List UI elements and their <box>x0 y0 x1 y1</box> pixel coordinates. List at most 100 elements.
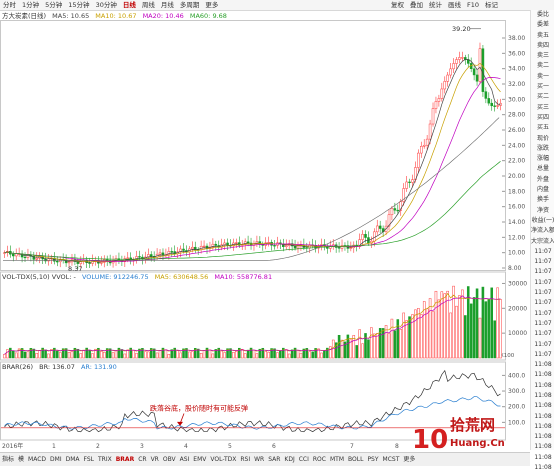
indicator-tab-14[interactable]: RSI <box>240 456 251 463</box>
sidebar-item-28[interactable]: 11:07 <box>534 299 552 307</box>
period-tab-9[interactable]: 更多 <box>205 1 219 9</box>
period-tab-4[interactable]: 30分钟 <box>95 1 117 9</box>
indicator-tab-4[interactable]: DMA <box>65 456 80 463</box>
chart-area[interactable]: 38.0036.0034.0032.0030.0028.0026.0024.00… <box>0 20 530 452</box>
indicator-tab-22[interactable]: PSY <box>367 456 379 463</box>
indicator-tab-17[interactable]: KDJ <box>284 456 295 463</box>
indicator-tab-18[interactable]: CCI <box>298 456 309 463</box>
indicator-tab-3[interactable]: DMI <box>50 456 62 463</box>
indicator-tab-8[interactable]: CR <box>138 456 147 463</box>
volume-bar <box>284 349 288 359</box>
sidebar-item-3[interactable]: 卖四 <box>536 41 549 49</box>
toolbar-button-0[interactable]: 复权 <box>391 1 404 9</box>
sidebar-item-10[interactable]: 买四 <box>536 113 549 121</box>
period-tab-8[interactable]: 多周期 <box>179 1 200 9</box>
sidebar-item-5[interactable]: 卖二 <box>536 62 549 70</box>
volume-bar <box>461 289 464 359</box>
sidebar-item-37[interactable]: 11:08 <box>534 391 552 399</box>
sidebar-item-12[interactable]: 现价 <box>536 134 549 142</box>
toolbar-button-5[interactable]: 标记 <box>485 1 499 9</box>
sidebar-item-22[interactable]: 大宗流入 <box>531 237 554 245</box>
indicator-tab-9[interactable]: VR <box>150 456 159 463</box>
sidebar-item-25[interactable]: 11:07 <box>534 268 552 276</box>
sidebar-item-9[interactable]: 买三 <box>536 103 549 111</box>
volume-bar <box>422 301 426 359</box>
ma60-line <box>4 161 501 260</box>
indicator-tab-6[interactable]: TRIX <box>98 456 112 463</box>
candle-body <box>387 214 391 227</box>
sidebar-item-18[interactable]: 换手 <box>536 196 549 204</box>
sidebar-item-17[interactable]: 内盘 <box>536 186 549 194</box>
sidebar-item-30[interactable]: 11:07 <box>534 319 552 327</box>
sidebar-item-11[interactable]: 买五 <box>536 124 549 132</box>
indicator-tab-13[interactable]: VOL-TDX <box>210 456 237 463</box>
sidebar-item-20[interactable]: 收益(一) <box>531 216 554 224</box>
indicator-tab-20[interactable]: MTM <box>329 456 345 463</box>
indicator-tab-2[interactable]: MACD <box>28 456 47 463</box>
period-tab-0[interactable]: 分时 <box>3 1 16 9</box>
sidebar-item-23[interactable]: 11:07 <box>534 247 552 255</box>
indicator-tab-0[interactable]: 指标 <box>2 456 15 463</box>
indicator-tab-15[interactable]: WR <box>254 456 265 463</box>
period-tab-3[interactable]: 15分钟 <box>68 1 90 9</box>
toolbar-button-4[interactable]: F10 <box>467 1 480 9</box>
sidebar-item-34[interactable]: 11:08 <box>534 361 552 369</box>
sidebar-item-1[interactable]: 委差 <box>536 21 549 29</box>
indicator-tab-21[interactable]: BOLL <box>348 456 364 463</box>
sidebar-item-4[interactable]: 卖三 <box>536 52 549 60</box>
indicator-tab-19[interactable]: ROC <box>312 456 326 463</box>
sidebar-item-7[interactable]: 买一 <box>536 83 549 91</box>
sidebar-item-43[interactable]: 11:08 <box>534 453 552 461</box>
sidebar-item-26[interactable]: 11:07 <box>534 278 552 286</box>
sidebar-item-2[interactable]: 卖五 <box>536 31 549 39</box>
volume-bar <box>375 333 379 359</box>
sidebar-item-21[interactable]: 净流入额 <box>531 227 554 235</box>
period-tab-2[interactable]: 5分钟 <box>45 1 63 9</box>
volume-bar <box>425 308 429 359</box>
volume-bar <box>282 347 285 359</box>
sidebar-item-36[interactable]: 11:08 <box>534 381 552 389</box>
indicator-tab-16[interactable]: SAR <box>268 456 281 463</box>
indicator-tab-10[interactable]: OBV <box>162 456 176 463</box>
sidebar-item-24[interactable]: 11:07 <box>534 258 552 266</box>
period-tab-5[interactable]: 日线 <box>122 1 136 9</box>
sidebar-item-35[interactable]: 11:08 <box>534 371 552 379</box>
period-tab-6[interactable]: 周线 <box>141 1 155 9</box>
toolbar-button-1[interactable]: 叠加 <box>410 1 423 9</box>
period-tab-7[interactable]: 月线 <box>160 1 174 9</box>
sidebar-item-41[interactable]: 11:08 <box>534 433 552 441</box>
toolbar-button-2[interactable]: 统计 <box>429 1 442 9</box>
br-line <box>4 369 501 433</box>
sidebar-item-15[interactable]: 总量 <box>536 165 549 173</box>
sidebar-item-16[interactable]: 外盘 <box>536 175 549 183</box>
sidebar-item-32[interactable]: 11:07 <box>534 340 552 348</box>
sidebar-item-29[interactable]: 11:07 <box>534 309 552 317</box>
sidebar-item-0[interactable]: 委比 <box>536 11 549 18</box>
sidebar-item-39[interactable]: 11:08 <box>534 412 552 420</box>
sidebar-item-13[interactable]: 涨跌 <box>536 144 549 152</box>
indicator-tab-5[interactable]: FSL <box>83 456 95 463</box>
volume-bar <box>314 348 317 359</box>
indicator-tab-23[interactable]: MCST <box>382 456 400 463</box>
sidebar-item-19[interactable]: 净资 <box>536 206 549 214</box>
sidebar-item-38[interactable]: 11:08 <box>534 402 552 410</box>
volume-bar <box>64 348 68 359</box>
indicator-tab-24[interactable]: 更多 <box>403 456 416 463</box>
sidebar-item-40[interactable]: 11:08 <box>534 422 552 430</box>
sidebar-item-42[interactable]: 11:08 <box>534 443 552 451</box>
indicator-tab-7[interactable]: BRAR <box>115 456 135 463</box>
sidebar-item-31[interactable]: 11:07 <box>534 330 552 338</box>
sidebar-item-27[interactable]: 11:07 <box>534 289 552 297</box>
toolbar-button-3[interactable]: 画线 <box>448 1 461 9</box>
volume-bar <box>32 348 36 359</box>
indicator-tab-11[interactable]: ASI <box>179 456 190 463</box>
sidebar-item-14[interactable]: 涨幅 <box>536 155 549 163</box>
indicator-tab-1[interactable]: 模 <box>18 456 25 463</box>
volume-bar <box>279 350 282 359</box>
indicator-tab-12[interactable]: EMV <box>193 456 207 463</box>
sidebar-item-8[interactable]: 买二 <box>536 93 549 101</box>
period-tab-1[interactable]: 1分钟 <box>22 1 40 9</box>
sidebar-item-6[interactable]: 卖一 <box>536 72 549 80</box>
sidebar-item-33[interactable]: 11:07 <box>534 350 552 358</box>
volume-bar <box>111 352 115 359</box>
